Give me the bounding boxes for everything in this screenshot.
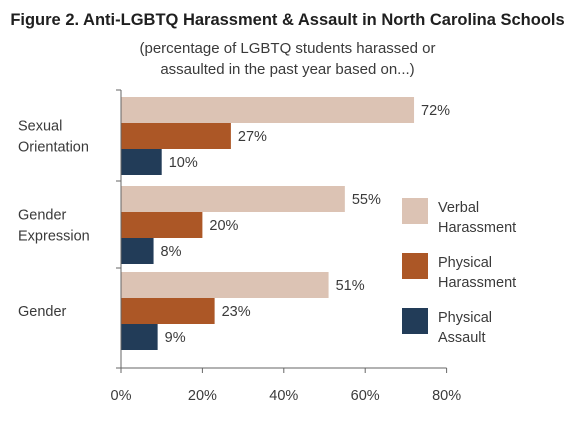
category-label: Sexual Orientation [18,119,89,156]
data-label: 8% [161,244,182,260]
category-label: Gender Expression [18,208,90,245]
legend-label: Physical Harassment [438,255,516,291]
legend-swatch [402,198,428,224]
bar [121,272,329,298]
data-label: 55% [352,192,381,208]
data-label: 51% [336,278,365,294]
subtitle-line-1: (percentage of LGBTQ students harassed o… [139,40,436,57]
chart-title: Figure 2. Anti-LGBTQ Harassment & Assaul… [10,11,565,29]
x-tick-label: 80% [432,388,461,404]
data-label: 23% [222,304,251,320]
x-tick-label: 0% [111,388,132,404]
chart-subtitle: (percentage of LGBTQ students harassed o… [0,38,575,80]
x-tick-label: 20% [188,388,217,404]
legend-label: Physical Assault [438,310,492,346]
bar [121,186,345,212]
subtitle-line-2: assaulted in the past year based on...) [160,61,415,78]
x-tick-label: 60% [351,388,380,404]
axes-group: 0% 20% 40% 60% 80% [111,89,461,404]
bar [121,97,415,123]
category-label: Gender [18,304,67,320]
bar [121,123,231,149]
data-label: 20% [209,218,238,234]
data-label: 27% [238,129,267,145]
bar [121,324,158,350]
legend-swatch [402,253,428,279]
bar [121,238,154,264]
legend: Verbal Harassment Physical Harassment Physic… [402,198,516,346]
labels-group: 72% 27% 10% Sexual Orientation 55% 20% 8% Gender… [18,103,450,346]
x-tick-label: 40% [269,388,298,404]
data-label: 10% [169,155,198,171]
legend-label: Verbal Harassment [438,200,516,236]
data-label: 72% [421,103,450,119]
data-label: 9% [165,330,186,346]
bars-group [121,97,415,350]
bar [121,212,203,238]
bar [121,149,162,175]
bar [121,298,215,324]
legend-swatch [402,308,428,334]
